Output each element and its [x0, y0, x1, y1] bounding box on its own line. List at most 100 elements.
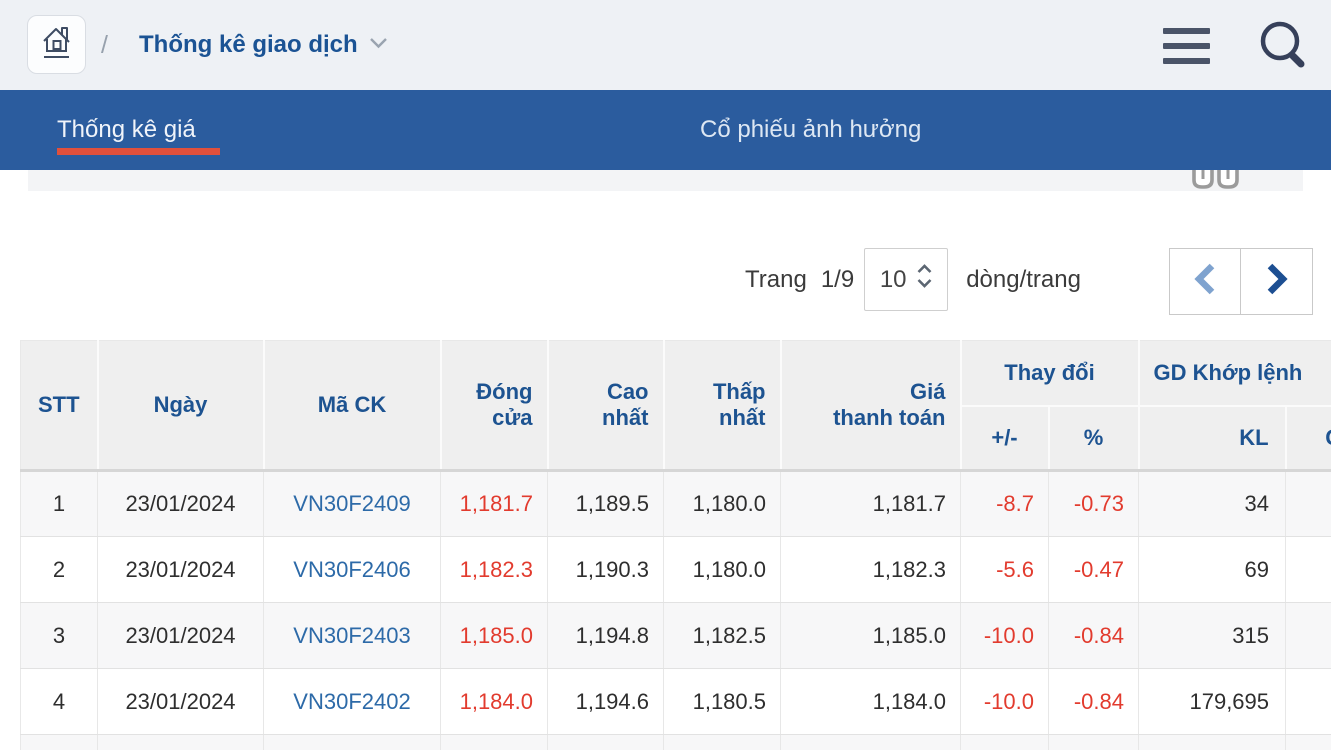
- cell-date: [97, 734, 264, 750]
- cell-volume: 179,695: [1138, 668, 1287, 735]
- page-label: Trang: [745, 265, 807, 293]
- cell-value: [1285, 602, 1331, 669]
- top-bar: / Thống kê giao dịch: [0, 0, 1331, 90]
- cell-settlement: 1,182.3: [780, 536, 961, 603]
- cell-low: 1,180.5: [663, 668, 781, 735]
- page-number: 1/9: [820, 265, 855, 293]
- cell-settlement: [780, 734, 961, 750]
- cell-close: 1,185.0: [440, 602, 548, 669]
- col-header-gt: GT: [1285, 405, 1331, 471]
- chevron-left-icon: [1193, 262, 1217, 301]
- cell-change-pct: -0.73: [1048, 470, 1140, 537]
- per-page-label: dòng/trang: [966, 265, 1081, 293]
- cell-close: 1,184.0: [440, 668, 548, 735]
- cell-high: 1,190.3: [547, 536, 664, 603]
- cell-settlement: 1,184.0: [780, 668, 961, 735]
- cell-date: 23/01/2024: [97, 602, 264, 669]
- next-page-button[interactable]: [1241, 248, 1313, 315]
- cell-date: 23/01/2024: [97, 668, 264, 735]
- breadcrumb-separator: /: [101, 30, 108, 59]
- col-header-gia-thanh-toan: Giá thanh toán: [780, 340, 962, 471]
- cell-high: 1,194.6: [547, 668, 664, 735]
- menu-button[interactable]: [1163, 26, 1211, 66]
- clip-icon[interactable]: [1191, 170, 1215, 191]
- home-button[interactable]: [27, 15, 86, 74]
- cell-change-pct: -0.84: [1048, 668, 1140, 735]
- col-header-dong-cua: Đóng cửa: [440, 340, 549, 471]
- cell-change-pct: [1048, 734, 1140, 750]
- chevron-right-icon: [1265, 262, 1289, 301]
- search-button[interactable]: [1256, 18, 1310, 72]
- cell-low: 1,182.5: [663, 602, 781, 669]
- page-size-value: 10: [879, 265, 907, 293]
- cell-volume: 69: [1138, 536, 1287, 603]
- col-header-change-pct: %: [1048, 405, 1140, 471]
- contract-code-link[interactable]: VN30F2409: [263, 470, 441, 537]
- col-group-gd-khop-lenh: GD Khớp lệnh: [1138, 340, 1331, 407]
- cell-stt: 2: [20, 536, 98, 603]
- cell-change-pct: -0.47: [1048, 536, 1140, 603]
- table-row: [20, 734, 1331, 750]
- contract-code-link[interactable]: VN30F2406: [263, 536, 441, 603]
- col-header-stt: STT: [20, 340, 99, 471]
- active-tab-indicator: [57, 148, 220, 155]
- hamburger-icon: [1163, 43, 1210, 49]
- pagination: Trang 1/9 10 dòng/trang: [745, 248, 1081, 311]
- cell-volume: [1138, 734, 1287, 750]
- page-size-select[interactable]: 10: [864, 248, 949, 311]
- cell-date: 23/01/2024: [97, 536, 264, 603]
- cell-stt: 4: [20, 668, 98, 735]
- cell-low: 1,180.0: [663, 536, 781, 603]
- table-row: 1 23/01/2024 VN30F2409 1,181.7 1,189.5 1…: [20, 470, 1331, 537]
- chevron-up-down-icon: [916, 263, 933, 296]
- col-header-cao-nhat: Cao nhất: [547, 340, 665, 471]
- prev-page-button[interactable]: [1169, 248, 1241, 315]
- cell-stt: [20, 734, 98, 750]
- content-strip: [28, 170, 1303, 191]
- cell-change-abs: -8.7: [960, 470, 1049, 537]
- cell-close: [440, 734, 548, 750]
- cell-code: [263, 734, 441, 750]
- col-header-thap-nhat: Thấp nhất: [663, 340, 782, 471]
- search-icon: [1256, 21, 1310, 76]
- cell-close: 1,181.7: [440, 470, 548, 537]
- cell-stt: 1: [20, 470, 98, 537]
- cell-low: 1,180.0: [663, 470, 781, 537]
- col-header-ngay: Ngày: [97, 340, 265, 471]
- tab-co-phieu-anh-huong[interactable]: Cổ phiếu ảnh hưởng: [700, 116, 922, 143]
- cell-value: [1285, 668, 1331, 735]
- cell-high: [547, 734, 664, 750]
- col-header-kl: KL: [1138, 405, 1287, 471]
- cell-high: 1,194.8: [547, 602, 664, 669]
- cell-value: [1285, 470, 1331, 537]
- contract-code-link[interactable]: VN30F2403: [263, 602, 441, 669]
- chevron-down-icon: [369, 36, 388, 54]
- cell-change-pct: -0.84: [1048, 602, 1140, 669]
- col-header-ma-ck: Mã CK: [263, 340, 442, 471]
- cell-stt: 3: [20, 602, 98, 669]
- cell-change-abs: [960, 734, 1049, 750]
- price-statistics-table: STT Ngày Mã CK Đóng cửa Cao nhất Thấp nh…: [20, 340, 1331, 750]
- cell-settlement: 1,185.0: [780, 602, 961, 669]
- tab-thong-ke-gia[interactable]: Thống kê giá: [57, 116, 196, 143]
- tab-bar: Thống kê giá Cổ phiếu ảnh hưởng: [0, 90, 1331, 170]
- cell-volume: 315: [1138, 602, 1287, 669]
- cell-value: [1285, 536, 1331, 603]
- clip-icon[interactable]: [1216, 170, 1240, 191]
- cell-low: [663, 734, 781, 750]
- table-row: 2 23/01/2024 VN30F2406 1,182.3 1,190.3 1…: [20, 536, 1331, 603]
- cell-date: 23/01/2024: [97, 470, 264, 537]
- cell-change-abs: -10.0: [960, 602, 1049, 669]
- cell-change-abs: -5.6: [960, 536, 1049, 603]
- cell-high: 1,189.5: [547, 470, 664, 537]
- cell-close: 1,182.3: [440, 536, 548, 603]
- hamburger-icon: [1163, 58, 1210, 64]
- home-icon: [39, 23, 75, 66]
- contract-code-link[interactable]: VN30F2402: [263, 668, 441, 735]
- cell-value: [1285, 734, 1331, 750]
- col-header-change-abs: +/-: [960, 405, 1050, 471]
- breadcrumb[interactable]: Thống kê giao dịch: [139, 0, 388, 90]
- cell-settlement: 1,181.7: [780, 470, 961, 537]
- hamburger-icon: [1163, 28, 1210, 34]
